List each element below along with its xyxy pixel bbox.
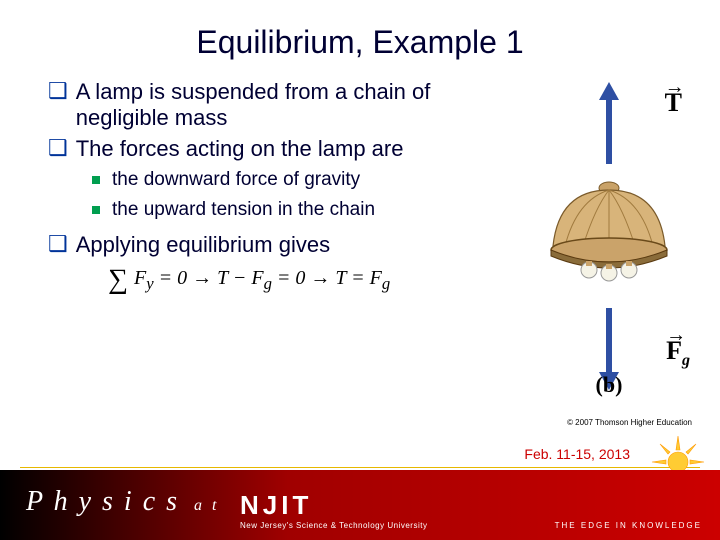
sub-bullet-2: the upward tension in the chain — [92, 198, 480, 222]
figure-caption: (b) — [596, 372, 623, 398]
edge-tagline: THE EDGE IN KNOWLEDGE — [555, 521, 702, 530]
copyright-text: © 2007 Thomson Higher Education — [567, 418, 692, 427]
vector-arrow-icon: → — [665, 76, 685, 99]
physics-at-text: P h y s i c s a t — [26, 486, 225, 518]
bullet-text: the upward tension in the chain — [112, 198, 375, 222]
bullet-text: Applying equilibrium gives — [76, 232, 330, 258]
vector-fg-label: → Fg — [666, 336, 690, 370]
bullet-icon: ❑ — [48, 136, 68, 160]
slide-title: Equilibrium, Example 1 — [0, 0, 720, 79]
slide-date: Feb. 11-15, 2013 — [524, 446, 630, 462]
formula-text: Fy = 0 → T − Fg = 0 → T = Fg — [134, 267, 390, 294]
bullet-text: A lamp is suspended from a chain of negl… — [76, 79, 480, 132]
bullet-2: ❑ The forces acting on the lamp are — [48, 136, 480, 162]
vector-g-sub: g — [682, 352, 690, 369]
at-word: a t — [194, 497, 219, 514]
sub-bullet-1: the downward force of gravity — [92, 168, 480, 192]
equilibrium-formula: ∑ Fy = 0 → T − Fg = 0 → T = Fg — [108, 264, 480, 296]
njit-text: NJIT — [240, 490, 427, 521]
lamp-figure: → T → Fg (b) — [524, 82, 694, 412]
vector-t-label: → T — [665, 88, 682, 118]
footer-rule — [20, 467, 700, 468]
bullet-text: The forces acting on the lamp are — [76, 136, 404, 162]
sigma-symbol: ∑ — [108, 264, 128, 296]
bullet-1: ❑ A lamp is suspended from a chain of ne… — [48, 79, 480, 132]
bullet-text: the downward force of gravity — [112, 168, 360, 192]
bullet-3: ❑ Applying equilibrium gives — [48, 232, 480, 258]
njit-subtitle: New Jersey's Science & Technology Univer… — [240, 521, 427, 530]
footer-banner: P h y s i c s a t NJIT New Jersey's Scie… — [0, 470, 720, 540]
lamp-drawing — [539, 168, 679, 308]
square-bullet-icon — [92, 176, 100, 184]
vector-arrow-icon: → — [666, 324, 686, 347]
square-bullet-icon — [92, 206, 100, 214]
tension-arrow-icon — [599, 82, 619, 164]
content-area: ❑ A lamp is suspended from a chain of ne… — [0, 79, 480, 296]
bullet-icon: ❑ — [48, 79, 68, 103]
njit-logo: NJIT New Jersey's Science & Technology U… — [240, 490, 427, 530]
bullet-icon: ❑ — [48, 232, 68, 256]
physics-word: P h y s i c s — [26, 486, 179, 517]
